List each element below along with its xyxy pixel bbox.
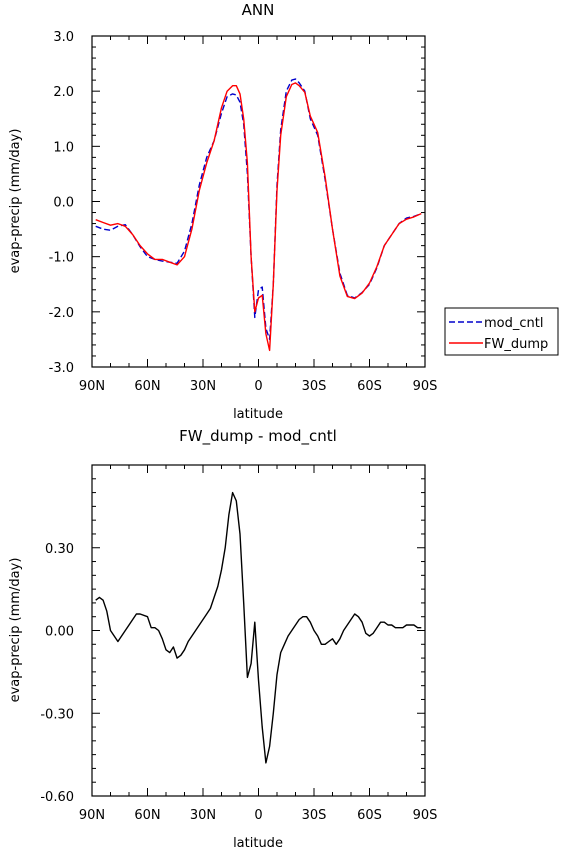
x-tick-label: 60N	[134, 379, 160, 394]
series-lines	[95, 78, 422, 352]
x-tick-label: 0	[254, 808, 262, 823]
series-line-fw-dump	[95, 82, 422, 352]
y-tick-label: 0.00	[45, 625, 74, 640]
tick-labels: 90N 60N 30N 0 30S 60S 90S 0.30 0.00 -0.30 -0.60	[40, 542, 437, 823]
x-tick-label: 30N	[190, 379, 216, 394]
y-tick-label: 0.30	[45, 542, 74, 557]
x-tick-label: 60N	[134, 808, 160, 823]
legend-label-mod-cntl: mod_cntl	[484, 316, 543, 331]
x-tick-label: 90S	[413, 808, 438, 823]
x-tick-label: 90N	[79, 808, 105, 823]
chart-title: ANN	[242, 1, 275, 19]
x-axis-label: latitude	[233, 407, 283, 422]
y-axis-label: evap-precip (mm/day)	[8, 129, 23, 274]
y-tick-label: -0.30	[40, 707, 74, 722]
y-tick-label: -1.0	[49, 251, 74, 266]
x-tick-label: 0	[254, 379, 262, 394]
y-tick-label: -3.0	[49, 361, 74, 376]
y-tick-label: 0.0	[53, 196, 74, 211]
x-tick-label: 30S	[302, 379, 327, 394]
panel-top: ANN latitude evap-precip (mm/day) 90N 60N…	[8, 1, 437, 422]
panel-bottom: FW_dump - mod_cntl latitude evap-precip …	[8, 427, 437, 851]
chart-title: FW_dump - mod_cntl	[179, 427, 337, 446]
x-axis-label: latitude	[233, 836, 283, 851]
legend: mod_cntl FW_dump	[444, 307, 559, 356]
y-tick-label: 1.0	[53, 140, 74, 155]
series-lines	[95, 491, 422, 764]
x-tick-label: 30N	[190, 808, 216, 823]
y-axis-label: evap-precip (mm/day)	[8, 558, 23, 703]
tick-labels: 90N 60N 30N 0 30S 60S 90S 3.0 2.0 1.0 0.0 -1.0 -2.0 -…	[49, 30, 438, 394]
y-tick-label: -0.60	[40, 790, 74, 805]
y-tick-label: 2.0	[53, 85, 74, 100]
series-line-difference	[95, 491, 422, 764]
y-tick-label: -2.0	[49, 306, 74, 321]
x-tick-label: 60S	[357, 808, 382, 823]
legend-label-fw-dump: FW_dump	[484, 337, 548, 352]
x-tick-label: 90N	[79, 379, 105, 394]
legend-box	[444, 307, 559, 356]
x-tick-label: 90S	[413, 379, 438, 394]
x-tick-label: 60S	[357, 379, 382, 394]
y-tick-label: 3.0	[53, 30, 74, 45]
plot-frame	[91, 35, 426, 368]
axis-ticks	[91, 35, 426, 368]
plot-frame	[91, 464, 426, 797]
x-tick-label: 30S	[302, 808, 327, 823]
